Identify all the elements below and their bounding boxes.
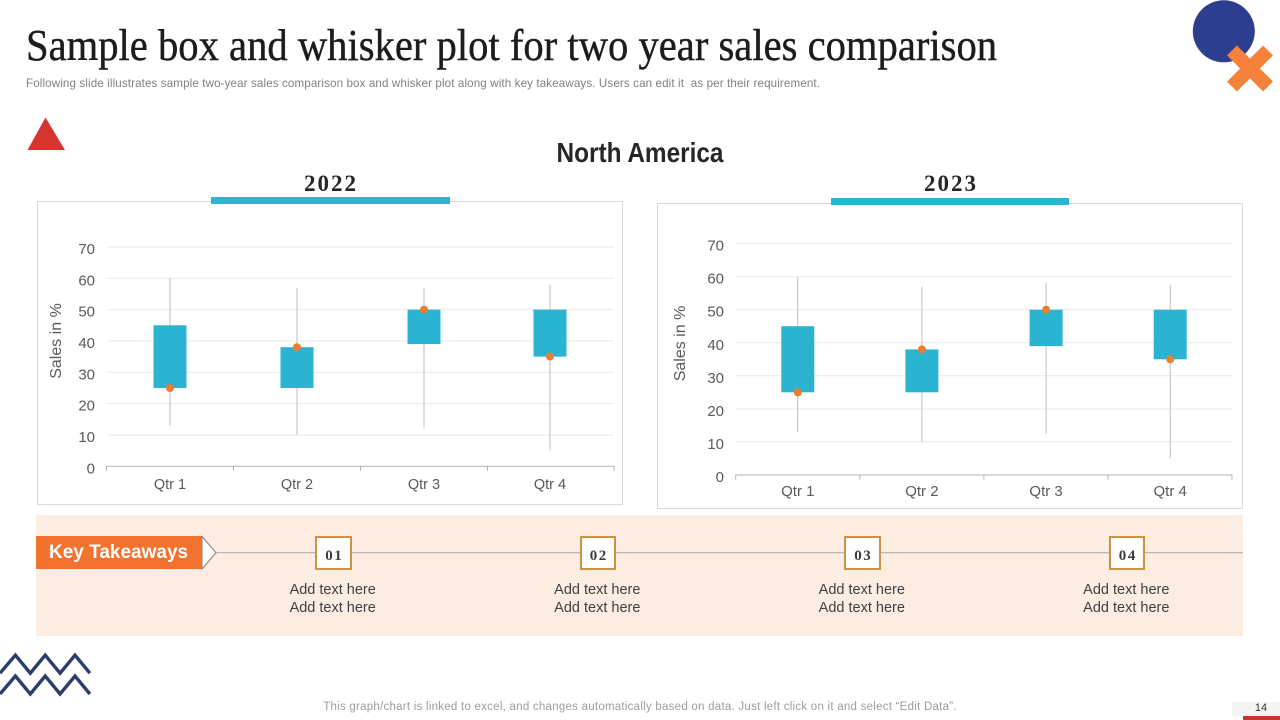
svg-text:0: 0 xyxy=(716,469,724,486)
svg-text:50: 50 xyxy=(78,304,95,321)
svg-text:10: 10 xyxy=(707,436,724,453)
svg-text:Qtr 1: Qtr 1 xyxy=(154,477,186,493)
svg-text:60: 60 xyxy=(78,272,95,289)
svg-text:Qtr 2: Qtr 2 xyxy=(905,483,938,500)
svg-text:Sales in %: Sales in % xyxy=(48,303,65,379)
svg-text:40: 40 xyxy=(78,335,95,352)
svg-text:0: 0 xyxy=(87,460,95,477)
svg-text:10: 10 xyxy=(78,429,95,446)
svg-text:20: 20 xyxy=(78,398,95,415)
svg-text:Qtr 1: Qtr 1 xyxy=(781,483,814,500)
svg-text:Qtr 3: Qtr 3 xyxy=(408,477,440,493)
svg-text:30: 30 xyxy=(78,366,95,383)
svg-text:40: 40 xyxy=(707,337,724,354)
svg-text:60: 60 xyxy=(707,271,724,288)
svg-text:70: 70 xyxy=(78,241,95,258)
svg-text:Qtr 2: Qtr 2 xyxy=(281,477,313,493)
svg-text:Qtr 3: Qtr 3 xyxy=(1029,483,1062,500)
svg-text:Qtr 4: Qtr 4 xyxy=(1154,483,1187,500)
svg-text:50: 50 xyxy=(707,304,724,321)
svg-text:Qtr 4: Qtr 4 xyxy=(534,477,566,493)
svg-text:20: 20 xyxy=(707,403,724,420)
svg-text:Sales in %: Sales in % xyxy=(672,306,689,382)
svg-text:70: 70 xyxy=(707,238,724,255)
svg-text:30: 30 xyxy=(707,370,724,387)
